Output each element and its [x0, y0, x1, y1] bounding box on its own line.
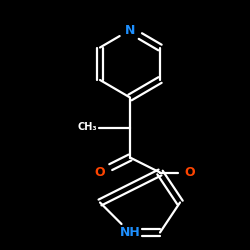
Text: O: O [95, 166, 105, 179]
Text: O: O [185, 166, 195, 179]
Text: N: N [125, 24, 135, 36]
Text: NH: NH [120, 226, 141, 239]
Text: CH₃: CH₃ [78, 122, 97, 132]
